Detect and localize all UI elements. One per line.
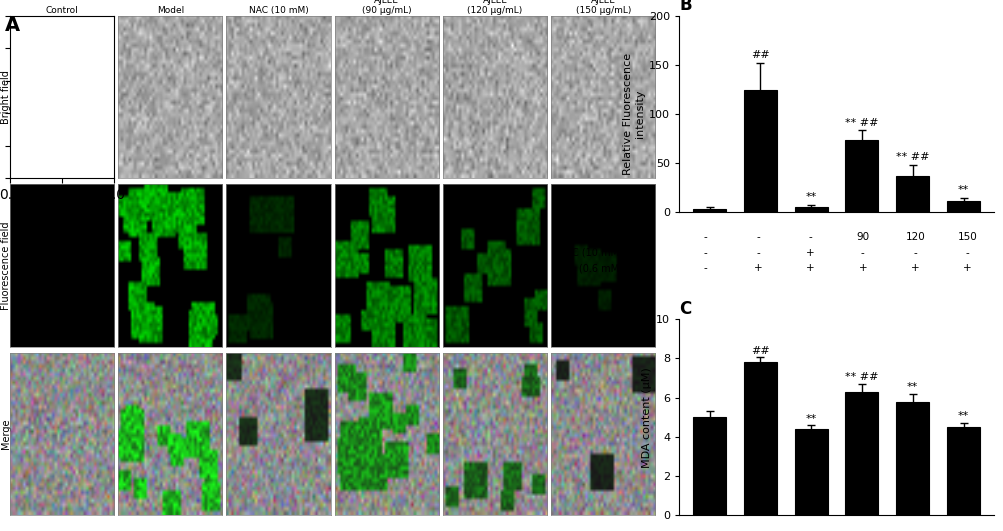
Title: AJLEE
(150 μg/mL): AJLEE (150 μg/mL) <box>575 0 630 15</box>
Text: AJLEE (μg/mL): AJLEE (μg/mL) <box>554 232 622 242</box>
Bar <box>946 201 979 212</box>
Text: B: B <box>679 0 691 14</box>
Text: +: + <box>805 263 813 273</box>
Text: **: ** <box>957 185 968 195</box>
Bar <box>896 401 929 515</box>
Text: ##: ## <box>750 50 769 60</box>
Text: +: + <box>805 248 813 258</box>
Y-axis label: Bright field: Bright field <box>1 70 11 124</box>
Bar <box>692 417 725 515</box>
Text: ##: ## <box>750 346 769 356</box>
Text: +: + <box>858 263 867 273</box>
Bar <box>794 429 826 515</box>
Text: 150: 150 <box>957 232 977 242</box>
Text: ** ##: ** ## <box>845 372 878 382</box>
Text: -: - <box>703 263 707 273</box>
Text: -: - <box>965 248 969 258</box>
Text: **: ** <box>804 414 816 424</box>
Title: AJLEE
(90 μg/mL): AJLEE (90 μg/mL) <box>361 0 411 15</box>
Text: 90: 90 <box>856 232 869 242</box>
Title: Model: Model <box>156 6 184 15</box>
Text: A: A <box>5 16 20 35</box>
Title: AJLEE
(120 μg/mL): AJLEE (120 μg/mL) <box>466 0 523 15</box>
Text: ** ##: ** ## <box>845 117 878 127</box>
Text: +: + <box>963 263 971 273</box>
Bar <box>845 392 878 515</box>
Text: -: - <box>807 232 811 242</box>
Text: -: - <box>861 248 864 258</box>
Bar <box>896 176 929 212</box>
Title: Control: Control <box>46 6 78 15</box>
Y-axis label: MDA content (μM): MDA content (μM) <box>641 367 651 468</box>
Bar <box>743 362 776 515</box>
Text: H₂O₂ (0.6 mM): H₂O₂ (0.6 mM) <box>553 263 622 273</box>
Text: 120: 120 <box>905 232 924 242</box>
Text: -: - <box>755 248 759 258</box>
Bar <box>743 90 776 212</box>
Bar <box>692 209 725 212</box>
Text: C: C <box>679 300 691 318</box>
Y-axis label: Fluorescence field: Fluorescence field <box>1 221 11 310</box>
Bar <box>845 140 878 212</box>
Text: -: - <box>913 248 916 258</box>
Y-axis label: Merge: Merge <box>1 419 11 449</box>
Text: ** ##: ** ## <box>895 152 929 162</box>
Text: -: - <box>755 232 759 242</box>
Text: **: ** <box>907 382 918 392</box>
Text: **: ** <box>957 411 968 421</box>
Text: +: + <box>910 263 919 273</box>
Text: -: - <box>703 248 707 258</box>
Y-axis label: Relative Fluorescence
intensity: Relative Fluorescence intensity <box>623 53 644 175</box>
Text: +: + <box>753 263 761 273</box>
Text: NAC (10 mM): NAC (10 mM) <box>558 248 622 258</box>
Text: -: - <box>703 232 707 242</box>
Bar <box>946 427 979 515</box>
Bar <box>794 207 826 212</box>
Text: **: ** <box>804 192 816 202</box>
Title: NAC (10 mM): NAC (10 mM) <box>249 6 308 15</box>
